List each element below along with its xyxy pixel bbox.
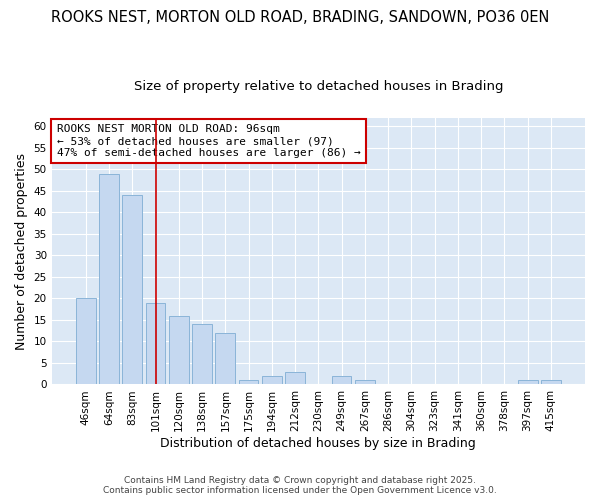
Bar	[99, 174, 119, 384]
Bar	[355, 380, 375, 384]
Bar	[192, 324, 212, 384]
Bar	[239, 380, 259, 384]
Bar	[169, 316, 188, 384]
Bar	[122, 195, 142, 384]
Text: ROOKS NEST, MORTON OLD ROAD, BRADING, SANDOWN, PO36 0EN: ROOKS NEST, MORTON OLD ROAD, BRADING, SA…	[51, 10, 549, 25]
Bar	[285, 372, 305, 384]
Text: Contains HM Land Registry data © Crown copyright and database right 2025.
Contai: Contains HM Land Registry data © Crown c…	[103, 476, 497, 495]
X-axis label: Distribution of detached houses by size in Brading: Distribution of detached houses by size …	[160, 437, 476, 450]
Title: Size of property relative to detached houses in Brading: Size of property relative to detached ho…	[134, 80, 503, 93]
Bar	[518, 380, 538, 384]
Text: ROOKS NEST MORTON OLD ROAD: 96sqm
← 53% of detached houses are smaller (97)
47% : ROOKS NEST MORTON OLD ROAD: 96sqm ← 53% …	[57, 124, 361, 158]
Bar	[146, 302, 166, 384]
Y-axis label: Number of detached properties: Number of detached properties	[15, 152, 28, 350]
Bar	[215, 333, 235, 384]
Bar	[76, 298, 95, 384]
Bar	[332, 376, 352, 384]
Bar	[262, 376, 282, 384]
Bar	[541, 380, 561, 384]
